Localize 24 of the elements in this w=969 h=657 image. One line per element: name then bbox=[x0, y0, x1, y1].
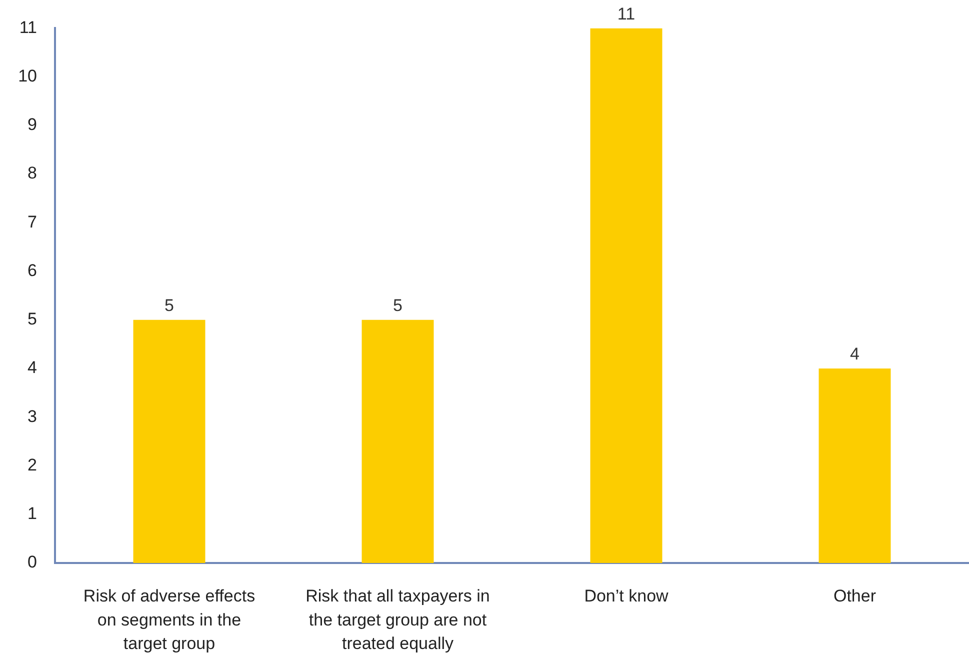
bar bbox=[133, 320, 206, 563]
bar bbox=[818, 368, 891, 563]
bar bbox=[590, 28, 662, 563]
x-tick-label: Risk of adverse effects on segments in the target group bbox=[83, 586, 256, 654]
y-tick-label: 10 bbox=[18, 66, 37, 86]
y-tick-label: 0 bbox=[28, 552, 37, 572]
y-tick-label: 1 bbox=[28, 504, 37, 524]
y-tick-label: 2 bbox=[28, 455, 37, 474]
y-tick-label: 3 bbox=[28, 406, 37, 426]
y-tick-label: 6 bbox=[28, 260, 37, 280]
y-tick-label: 11 bbox=[19, 18, 37, 37]
bar bbox=[362, 320, 434, 563]
y-tick-label: 4 bbox=[28, 358, 37, 378]
y-tick-label: 8 bbox=[28, 164, 37, 183]
x-tick-label: Don’t know bbox=[584, 586, 670, 606]
y-tick-label: 7 bbox=[28, 212, 37, 232]
data-label: 5 bbox=[164, 296, 174, 316]
x-tick-label: Risk that all taxpayers in the target group are not treated equally bbox=[306, 586, 490, 654]
y-tick-label: 9 bbox=[28, 115, 37, 134]
y-tick-label: 5 bbox=[28, 310, 37, 329]
x-tick-label: Other bbox=[833, 586, 876, 606]
data-label: 4 bbox=[850, 344, 860, 364]
data-label: 5 bbox=[393, 296, 402, 316]
data-label: 11 bbox=[617, 4, 636, 24]
